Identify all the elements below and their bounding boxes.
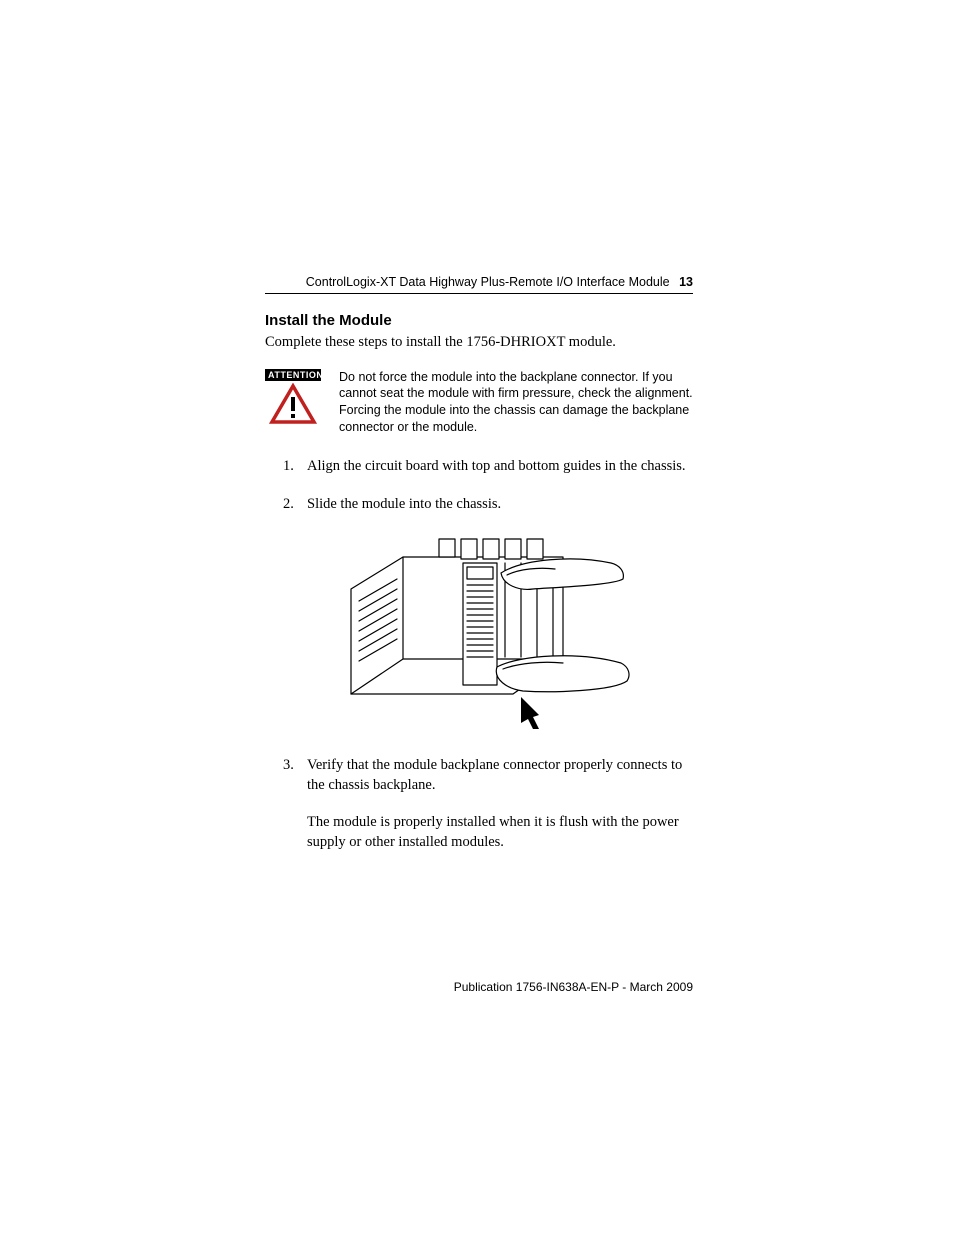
attention-label: ATTENTION xyxy=(265,369,321,381)
attention-text: Do not force the module into the backpla… xyxy=(339,369,693,437)
section-intro: Complete these steps to install the 1756… xyxy=(265,333,693,353)
doc-title: ControlLogix-XT Data Highway Plus-Remote… xyxy=(306,275,670,289)
header-rule xyxy=(265,293,693,294)
chassis-illustration-icon xyxy=(343,529,633,729)
attention-badge: ATTENTION xyxy=(265,369,321,425)
warning-triangle-icon xyxy=(269,383,317,425)
page-body: ControlLogix-XT Data Highway Plus-Remote… xyxy=(265,275,693,870)
section-title: Install the Module xyxy=(265,312,693,329)
step-item: Verify that the module backplane connect… xyxy=(289,755,693,852)
footer-label: Publication xyxy=(454,980,513,994)
page-footer: Publication 1756-IN638A-EN-P - March 200… xyxy=(265,980,693,994)
step-text: Align the circuit board with top and bot… xyxy=(307,458,686,474)
step-text: Verify that the module backplane connect… xyxy=(307,757,682,793)
step-text: Slide the module into the chassis. xyxy=(307,496,501,512)
footer-pub-id: 1756-IN638A-EN-P - March 2009 xyxy=(516,980,693,994)
page-number: 13 xyxy=(679,275,693,289)
install-steps: Align the circuit board with top and bot… xyxy=(265,456,693,852)
step-item: Slide the module into the chassis. xyxy=(289,494,693,735)
install-figure xyxy=(343,529,693,735)
attention-callout: ATTENTION Do not force the module into t… xyxy=(265,369,693,437)
running-header: ControlLogix-XT Data Highway Plus-Remote… xyxy=(265,275,693,289)
step-subtext: The module is properly installed when it… xyxy=(307,812,693,853)
step-item: Align the circuit board with top and bot… xyxy=(289,456,693,476)
cursor-arrow-icon xyxy=(521,697,539,729)
